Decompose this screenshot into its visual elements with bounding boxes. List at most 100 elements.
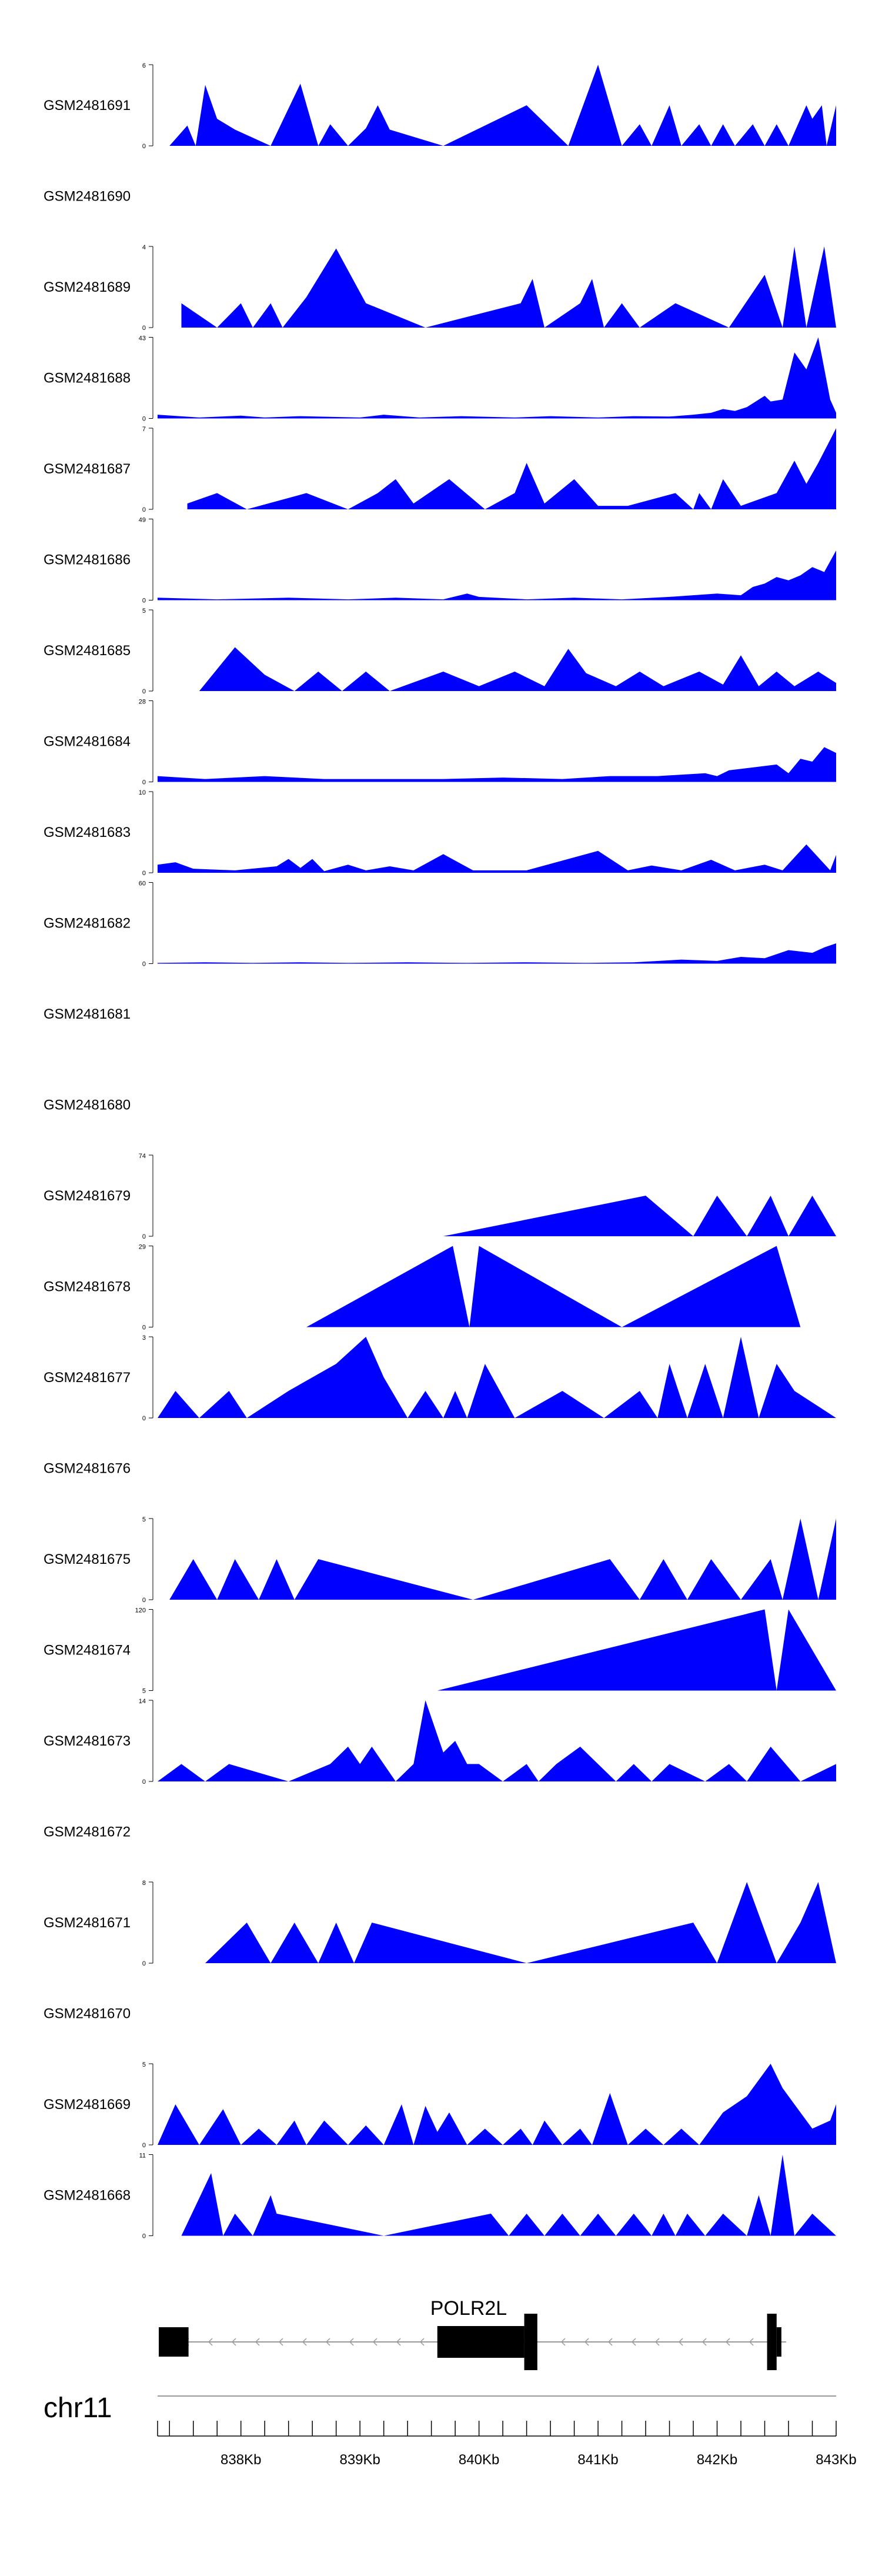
x-tick-label: 841Kb [577,2452,618,2468]
track-GSM2481687: GSM2481687 7 0 [44,426,837,513]
track-GSM2481682: GSM2481682 60 0 [44,880,836,968]
x-tick-label: 838Kb [220,2452,261,2468]
genomic-axis: chr11 838Kb 839Kb 840Kb 841Kb 842Kb 843Kb [44,2393,857,2468]
track-GSM2481679: GSM2481679 74 0 [44,1153,836,1240]
y-tick-label-max: 10 [139,789,146,796]
track-GSM2481691: GSM2481691 6 0 [44,62,837,150]
y-tick-label-min: 0 [142,870,146,877]
track-GSM2481677: GSM2481677 3 0 [44,1334,836,1422]
strand-arrow-icon [678,2338,683,2346]
y-tick-label-max: 8 [142,1880,146,1887]
y-tick-label-max: 74 [139,1153,146,1160]
y-tick-label-min: 0 [142,598,146,605]
strand-arrow-icon [396,2338,401,2346]
y-tick-label-max: 7 [142,426,146,433]
strand-arrow-icon [208,2338,213,2346]
strand-arrow-icon [560,2338,566,2346]
track-GSM2481670: GSM2481670 [44,2006,131,2022]
strand-arrow-icon [419,2338,425,2346]
y-tick-label-max: 6 [142,62,146,69]
strand-arrow-icon [325,2338,330,2346]
y-tick-label-max: 14 [139,1698,146,1705]
y-tick-label-min: 0 [142,961,146,968]
track-label: GSM2481672 [44,1824,131,1840]
coverage-area [158,1700,836,1781]
track-GSM2481671: GSM2481671 8 0 [44,1880,836,1967]
track-GSM2481681: GSM2481681 [44,1006,131,1022]
strand-arrow-icon [749,2338,754,2346]
track-label: GSM2481681 [44,1006,131,1022]
track-GSM2481690: GSM2481690 [44,189,131,205]
y-tick-label-max: 5 [142,2061,146,2068]
strand-arrow-icon [725,2338,730,2346]
y-tick-label-max: 60 [139,880,146,887]
track-GSM2481672: GSM2481672 [44,1824,131,1840]
x-tick-label: 839Kb [339,2452,380,2468]
y-tick-label-min: 5 [142,1688,146,1695]
track-label: GSM2481683 [44,825,131,840]
strand-arrow-icon [584,2338,589,2346]
track-GSM2481676: GSM2481676 [44,1461,131,1477]
y-tick-label-max: 29 [139,1244,146,1251]
y-tick-label-min: 0 [142,688,146,695]
y-tick-label-min: 0 [142,1233,146,1240]
coverage-area [181,2154,836,2236]
coverage-area [158,793,836,873]
strand-arrow-icon [302,2338,307,2346]
track-label: GSM2481669 [44,2097,131,2113]
track-GSM2481669: GSM2481669 5 0 [44,2061,836,2149]
track-label: GSM2481675 [44,1551,131,1567]
exon [437,2326,524,2358]
track-GSM2481688: GSM2481688 43 0 [44,335,836,423]
track-label: GSM2481684 [44,734,131,750]
coverage-area [169,1519,837,1600]
y-tick-label-max: 120 [135,1607,146,1614]
strand-arrow-icon [701,2338,707,2346]
exon [776,2327,781,2357]
track-GSM2481680: GSM2481680 [44,1097,131,1113]
coverage-area [181,246,836,328]
gene-name: POLR2L [430,2297,507,2320]
coverage-area [437,1609,836,1691]
track-GSM2481686: GSM2481686 49 0 [44,517,836,605]
track-label: GSM2481687 [44,461,131,477]
exon [524,2314,537,2370]
y-tick-label-min: 0 [142,1415,146,1422]
coverage-area [158,337,836,419]
coverage-area [158,2064,836,2145]
track-GSM2481668: GSM2481668 11 0 [44,2153,836,2240]
strand-arrow-icon [255,2338,260,2346]
track-GSM2481689: GSM2481689 4 0 [44,244,836,332]
y-tick-label-max: 11 [139,2153,146,2160]
track-GSM2481673: GSM2481673 14 0 [44,1698,836,1786]
y-tick-label-min: 0 [142,1778,146,1786]
y-tick-label-min: 0 [142,2142,146,2149]
coverage-area [169,65,837,146]
y-tick-label-min: 0 [142,506,146,513]
y-tick-label-min: 0 [142,143,146,150]
strand-arrow-icon [278,2338,283,2346]
exon [159,2327,189,2357]
y-tick-label-max: 43 [139,335,146,342]
coverage-area [199,610,836,691]
track-label: GSM2481674 [44,1643,131,1659]
coverage-area [158,1337,836,1418]
track-label: GSM2481689 [44,279,131,295]
strand-arrow-icon [631,2338,636,2346]
track-label: GSM2481668 [44,2188,131,2204]
track-GSM2481684: GSM2481684 28 0 [44,699,836,786]
strand-arrow-icon [607,2338,613,2346]
track-label: GSM2481680 [44,1097,131,1113]
track-label: GSM2481673 [44,1733,131,1749]
gene-model: POLR2L [159,2297,786,2370]
track-label: GSM2481688 [44,371,131,386]
track-GSM2481674: GSM2481674 120 5 [44,1607,836,1695]
strand-arrow-icon [231,2338,236,2346]
track-label: GSM2481679 [44,1188,131,1204]
track-GSM2481675: GSM2481675 5 0 [44,1516,837,1604]
track-label: GSM2481691 [44,98,131,114]
track-label: GSM2481670 [44,2006,131,2022]
track-label: GSM2481676 [44,1461,131,1477]
coverage-area [187,428,837,509]
track-label: GSM2481686 [44,552,131,568]
